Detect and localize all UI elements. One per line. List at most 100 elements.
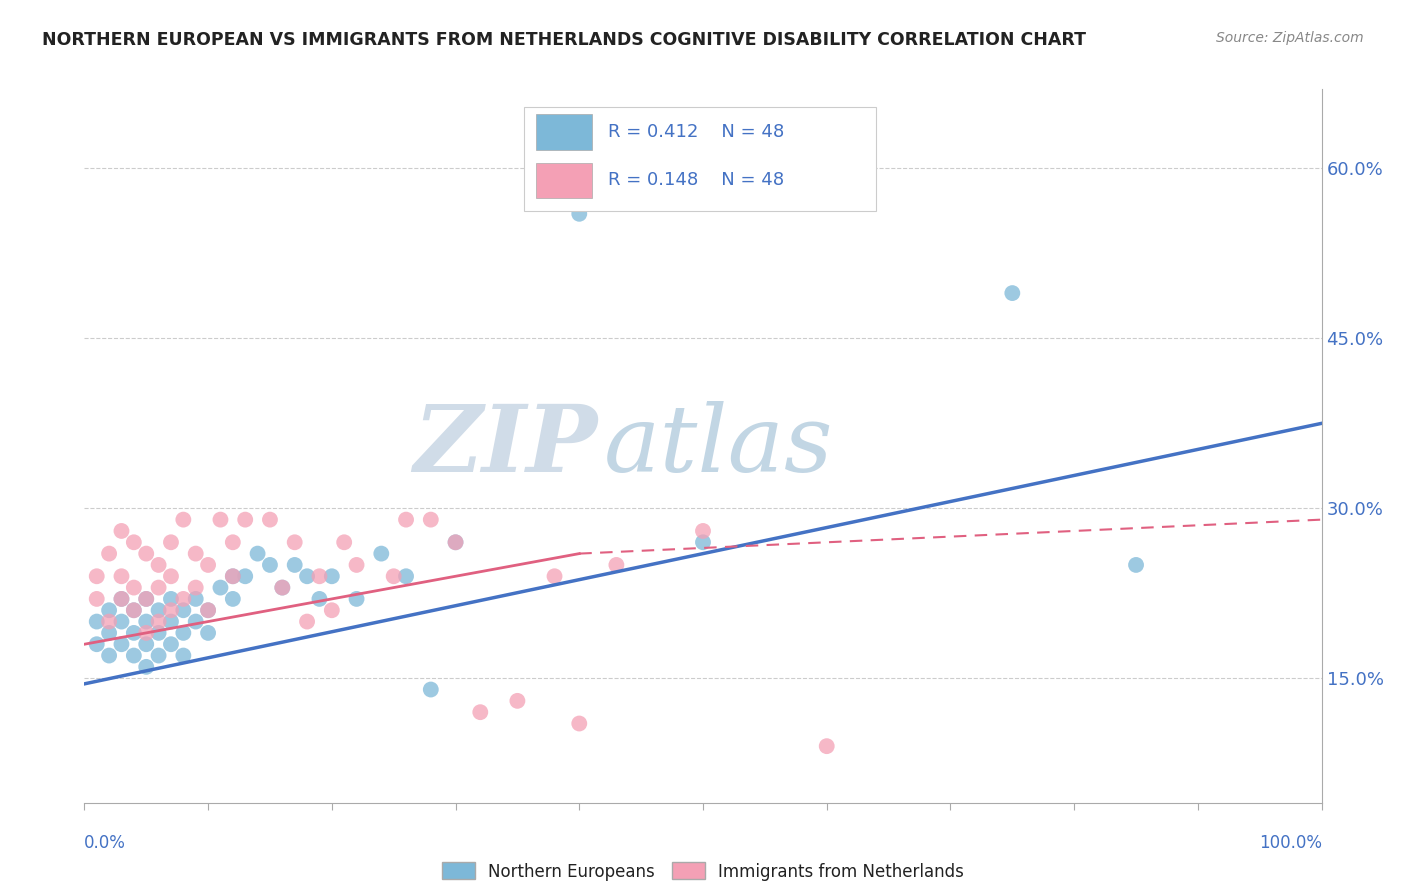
Point xyxy=(148,648,170,663)
Point xyxy=(110,615,132,629)
Point xyxy=(122,648,145,663)
Point xyxy=(346,558,368,572)
Text: 0.0%: 0.0% xyxy=(84,834,127,852)
Point xyxy=(135,637,157,651)
Point xyxy=(370,547,392,561)
Point xyxy=(419,513,441,527)
Point xyxy=(148,558,170,572)
Point xyxy=(333,535,356,549)
Point xyxy=(197,603,219,617)
Point xyxy=(160,535,183,549)
Point xyxy=(184,581,207,595)
Point xyxy=(222,591,245,606)
Text: R = 0.412    N = 48: R = 0.412 N = 48 xyxy=(607,123,785,141)
Point xyxy=(506,694,529,708)
Point xyxy=(148,615,170,629)
Point xyxy=(172,513,194,527)
Point xyxy=(184,547,207,561)
Point xyxy=(284,535,307,549)
Point xyxy=(86,615,108,629)
Point xyxy=(110,591,132,606)
Point xyxy=(122,535,145,549)
Point xyxy=(308,591,330,606)
Legend: Northern Europeans, Immigrants from Netherlands: Northern Europeans, Immigrants from Neth… xyxy=(434,855,972,888)
Point xyxy=(184,615,207,629)
Point xyxy=(172,591,194,606)
Point xyxy=(222,535,245,549)
Point xyxy=(98,648,121,663)
Point xyxy=(209,581,232,595)
FancyBboxPatch shape xyxy=(536,114,592,150)
Point xyxy=(419,682,441,697)
Point xyxy=(815,739,838,754)
Point xyxy=(259,513,281,527)
Point xyxy=(98,547,121,561)
Point xyxy=(122,581,145,595)
Point xyxy=(184,591,207,606)
Point xyxy=(160,615,183,629)
Point xyxy=(148,581,170,595)
Point xyxy=(122,603,145,617)
Point xyxy=(135,615,157,629)
Point xyxy=(692,524,714,538)
Point xyxy=(135,660,157,674)
Point xyxy=(346,591,368,606)
Point xyxy=(86,569,108,583)
Point xyxy=(209,513,232,527)
Point xyxy=(295,569,318,583)
Point xyxy=(122,603,145,617)
Point xyxy=(160,603,183,617)
Text: R = 0.148    N = 48: R = 0.148 N = 48 xyxy=(607,171,785,189)
Point xyxy=(233,569,256,583)
Point xyxy=(110,591,132,606)
Point xyxy=(148,626,170,640)
Point xyxy=(444,535,467,549)
Point xyxy=(160,637,183,651)
Point xyxy=(1001,286,1024,301)
Point xyxy=(233,513,256,527)
Point xyxy=(98,626,121,640)
Text: Source: ZipAtlas.com: Source: ZipAtlas.com xyxy=(1216,31,1364,45)
Point xyxy=(1125,558,1147,572)
Point xyxy=(110,569,132,583)
Point xyxy=(160,569,183,583)
Point xyxy=(135,591,157,606)
Point xyxy=(395,569,418,583)
Point xyxy=(197,603,219,617)
Point xyxy=(135,626,157,640)
Point xyxy=(295,615,318,629)
Point xyxy=(284,558,307,572)
Point xyxy=(172,648,194,663)
Point xyxy=(222,569,245,583)
Point xyxy=(122,626,145,640)
Point xyxy=(321,569,343,583)
Point xyxy=(382,569,405,583)
Point xyxy=(172,603,194,617)
Point xyxy=(271,581,294,595)
Point xyxy=(135,591,157,606)
Point xyxy=(470,705,492,719)
Point xyxy=(259,558,281,572)
Point xyxy=(568,716,591,731)
Point xyxy=(98,603,121,617)
Text: ZIP: ZIP xyxy=(413,401,598,491)
Point xyxy=(692,535,714,549)
Point xyxy=(568,207,591,221)
Text: NORTHERN EUROPEAN VS IMMIGRANTS FROM NETHERLANDS COGNITIVE DISABILITY CORRELATIO: NORTHERN EUROPEAN VS IMMIGRANTS FROM NET… xyxy=(42,31,1087,49)
Point xyxy=(444,535,467,549)
Point xyxy=(271,581,294,595)
Point xyxy=(321,603,343,617)
Point xyxy=(197,558,219,572)
Text: atlas: atlas xyxy=(605,401,834,491)
Point xyxy=(148,603,170,617)
Point xyxy=(172,626,194,640)
Point xyxy=(222,569,245,583)
Point xyxy=(160,591,183,606)
Y-axis label: Cognitive Disability: Cognitive Disability xyxy=(0,372,7,520)
Point xyxy=(605,558,627,572)
FancyBboxPatch shape xyxy=(523,107,876,211)
Point xyxy=(395,513,418,527)
Point xyxy=(110,637,132,651)
Text: 100.0%: 100.0% xyxy=(1258,834,1322,852)
Point xyxy=(98,615,121,629)
